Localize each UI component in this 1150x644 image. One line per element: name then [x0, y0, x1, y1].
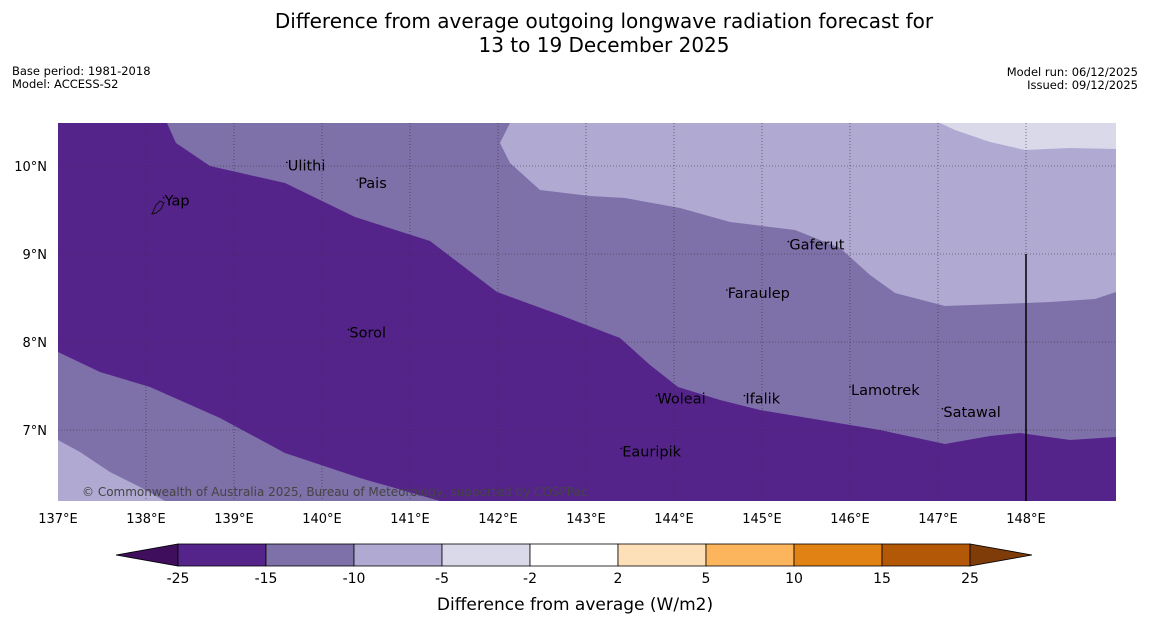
colorbar-tick-label: 15 — [873, 571, 891, 587]
place-marker — [655, 394, 658, 397]
place-label: Ifalik — [745, 392, 780, 408]
lon-tick-label: 137°E — [38, 512, 78, 527]
gridlines — [58, 123, 1116, 501]
place-label: Eauripik — [622, 444, 681, 460]
colorbar-bin — [177, 543, 267, 567]
issued-date: Issued: 09/12/2025 — [1027, 78, 1138, 92]
title-line-1: Difference from average outgoing longwav… — [274, 9, 934, 33]
copyright-text: © Commonwealth of Australia 2025, Bureau… — [82, 485, 587, 499]
anomaly-field — [58, 123, 1116, 501]
place-label: Lamotrek — [851, 383, 920, 399]
colorbar-bin — [441, 543, 531, 567]
yap-island-shape — [151, 200, 165, 215]
colorbar-tick-label: -25 — [167, 571, 190, 587]
meta-right: Model run: 06/12/2025 Issued: 09/12/2025 — [1007, 66, 1138, 92]
region-minus-10-to-5-southwest — [58, 440, 165, 501]
place-label: Woleai — [657, 392, 705, 408]
colorbar: -25 -15 -10 -5 -2 2 5 10 15 25 — [115, 543, 1033, 587]
longitude-tick-labels: 137°E 138°E 139°E 140°E 141°E 142°E 143°E 144°E… — [38, 512, 1046, 527]
colorbar-bin — [793, 543, 883, 567]
lon-tick-label: 142°E — [478, 512, 518, 527]
lon-tick-label: 139°E — [214, 512, 254, 527]
colorbar-tick-label: -2 — [523, 571, 537, 587]
colorbar-bin — [529, 543, 619, 567]
region-minus-5-to-2 — [940, 123, 1116, 150]
place-marker — [620, 447, 622, 450]
place-marker — [849, 386, 851, 388]
lon-tick-label: 145°E — [742, 512, 782, 527]
colorbar-over-arrow — [969, 543, 1033, 567]
colorbar-tick-label: 10 — [785, 571, 803, 587]
place-label: Satawal — [943, 405, 1000, 421]
place-label: Gaferut — [789, 238, 844, 254]
place-label: Sorol — [349, 326, 386, 342]
place-labels: Yap Ulithi Pais Gaferut Faraulep Sorol Lamotre… — [162, 158, 1001, 460]
place-marker — [787, 240, 790, 243]
place-marker — [726, 289, 728, 291]
base-period: Base period: 1981-2018 — [12, 64, 151, 78]
lon-tick-label: 144°E — [654, 512, 694, 527]
place-label: Faraulep — [728, 286, 790, 302]
place-marker — [941, 408, 944, 410]
colorbar-tick-label: 2 — [614, 571, 623, 587]
place-marker — [743, 394, 746, 397]
place-marker — [286, 161, 288, 164]
latitude-tick-labels: 10°N 9°N 8°N 7°N — [14, 160, 47, 439]
lat-tick-label: 7°N — [23, 424, 48, 439]
lon-tick-label: 140°E — [302, 512, 342, 527]
lon-tick-label: 148°E — [1006, 512, 1046, 527]
place-marker — [162, 196, 165, 199]
colorbar-under-arrow — [115, 543, 179, 567]
model-run: Model run: 06/12/2025 — [1006, 65, 1138, 79]
colorbar-tick-label: -5 — [435, 571, 449, 587]
lon-tick-label: 138°E — [126, 512, 166, 527]
place-label: Yap — [164, 194, 190, 210]
title-line-2: 13 to 19 December 2025 — [478, 33, 730, 57]
colorbar-bin — [265, 543, 355, 567]
colorbar-bin — [617, 543, 707, 567]
region-minus-15-to-10-southwest — [58, 352, 440, 501]
lat-tick-label: 9°N — [23, 248, 48, 263]
meta-left: Base period: 1981-2018 Model: ACCESS-S2 — [12, 65, 151, 91]
colorbar-bin — [705, 543, 795, 567]
colorbar-bin — [881, 543, 971, 567]
region-minus-10-to-5 — [500, 123, 1116, 306]
lon-tick-label: 147°E — [918, 512, 958, 527]
chart-title: Difference from average outgoing longwav… — [0, 9, 1150, 57]
lon-tick-label: 143°E — [566, 512, 606, 527]
colorbar-label: Difference from average (W/m2) — [437, 595, 713, 615]
place-label: Pais — [358, 176, 387, 192]
place-marker — [347, 328, 350, 331]
lat-tick-label: 10°N — [14, 160, 47, 175]
lon-tick-label: 141°E — [390, 512, 430, 527]
colorbar-bin — [353, 543, 443, 567]
colorbar-tick-label: 5 — [702, 571, 711, 587]
model-name: Model: ACCESS-S2 — [12, 77, 119, 91]
place-marker — [356, 179, 359, 181]
lat-tick-label: 8°N — [23, 336, 48, 351]
lon-tick-label: 146°E — [830, 512, 870, 527]
colorbar-tick-label: -10 — [343, 571, 366, 587]
colorbar-tick-label: 25 — [961, 571, 979, 587]
place-label: Ulithi — [288, 158, 326, 174]
colorbar-tick-label: -15 — [255, 571, 278, 587]
